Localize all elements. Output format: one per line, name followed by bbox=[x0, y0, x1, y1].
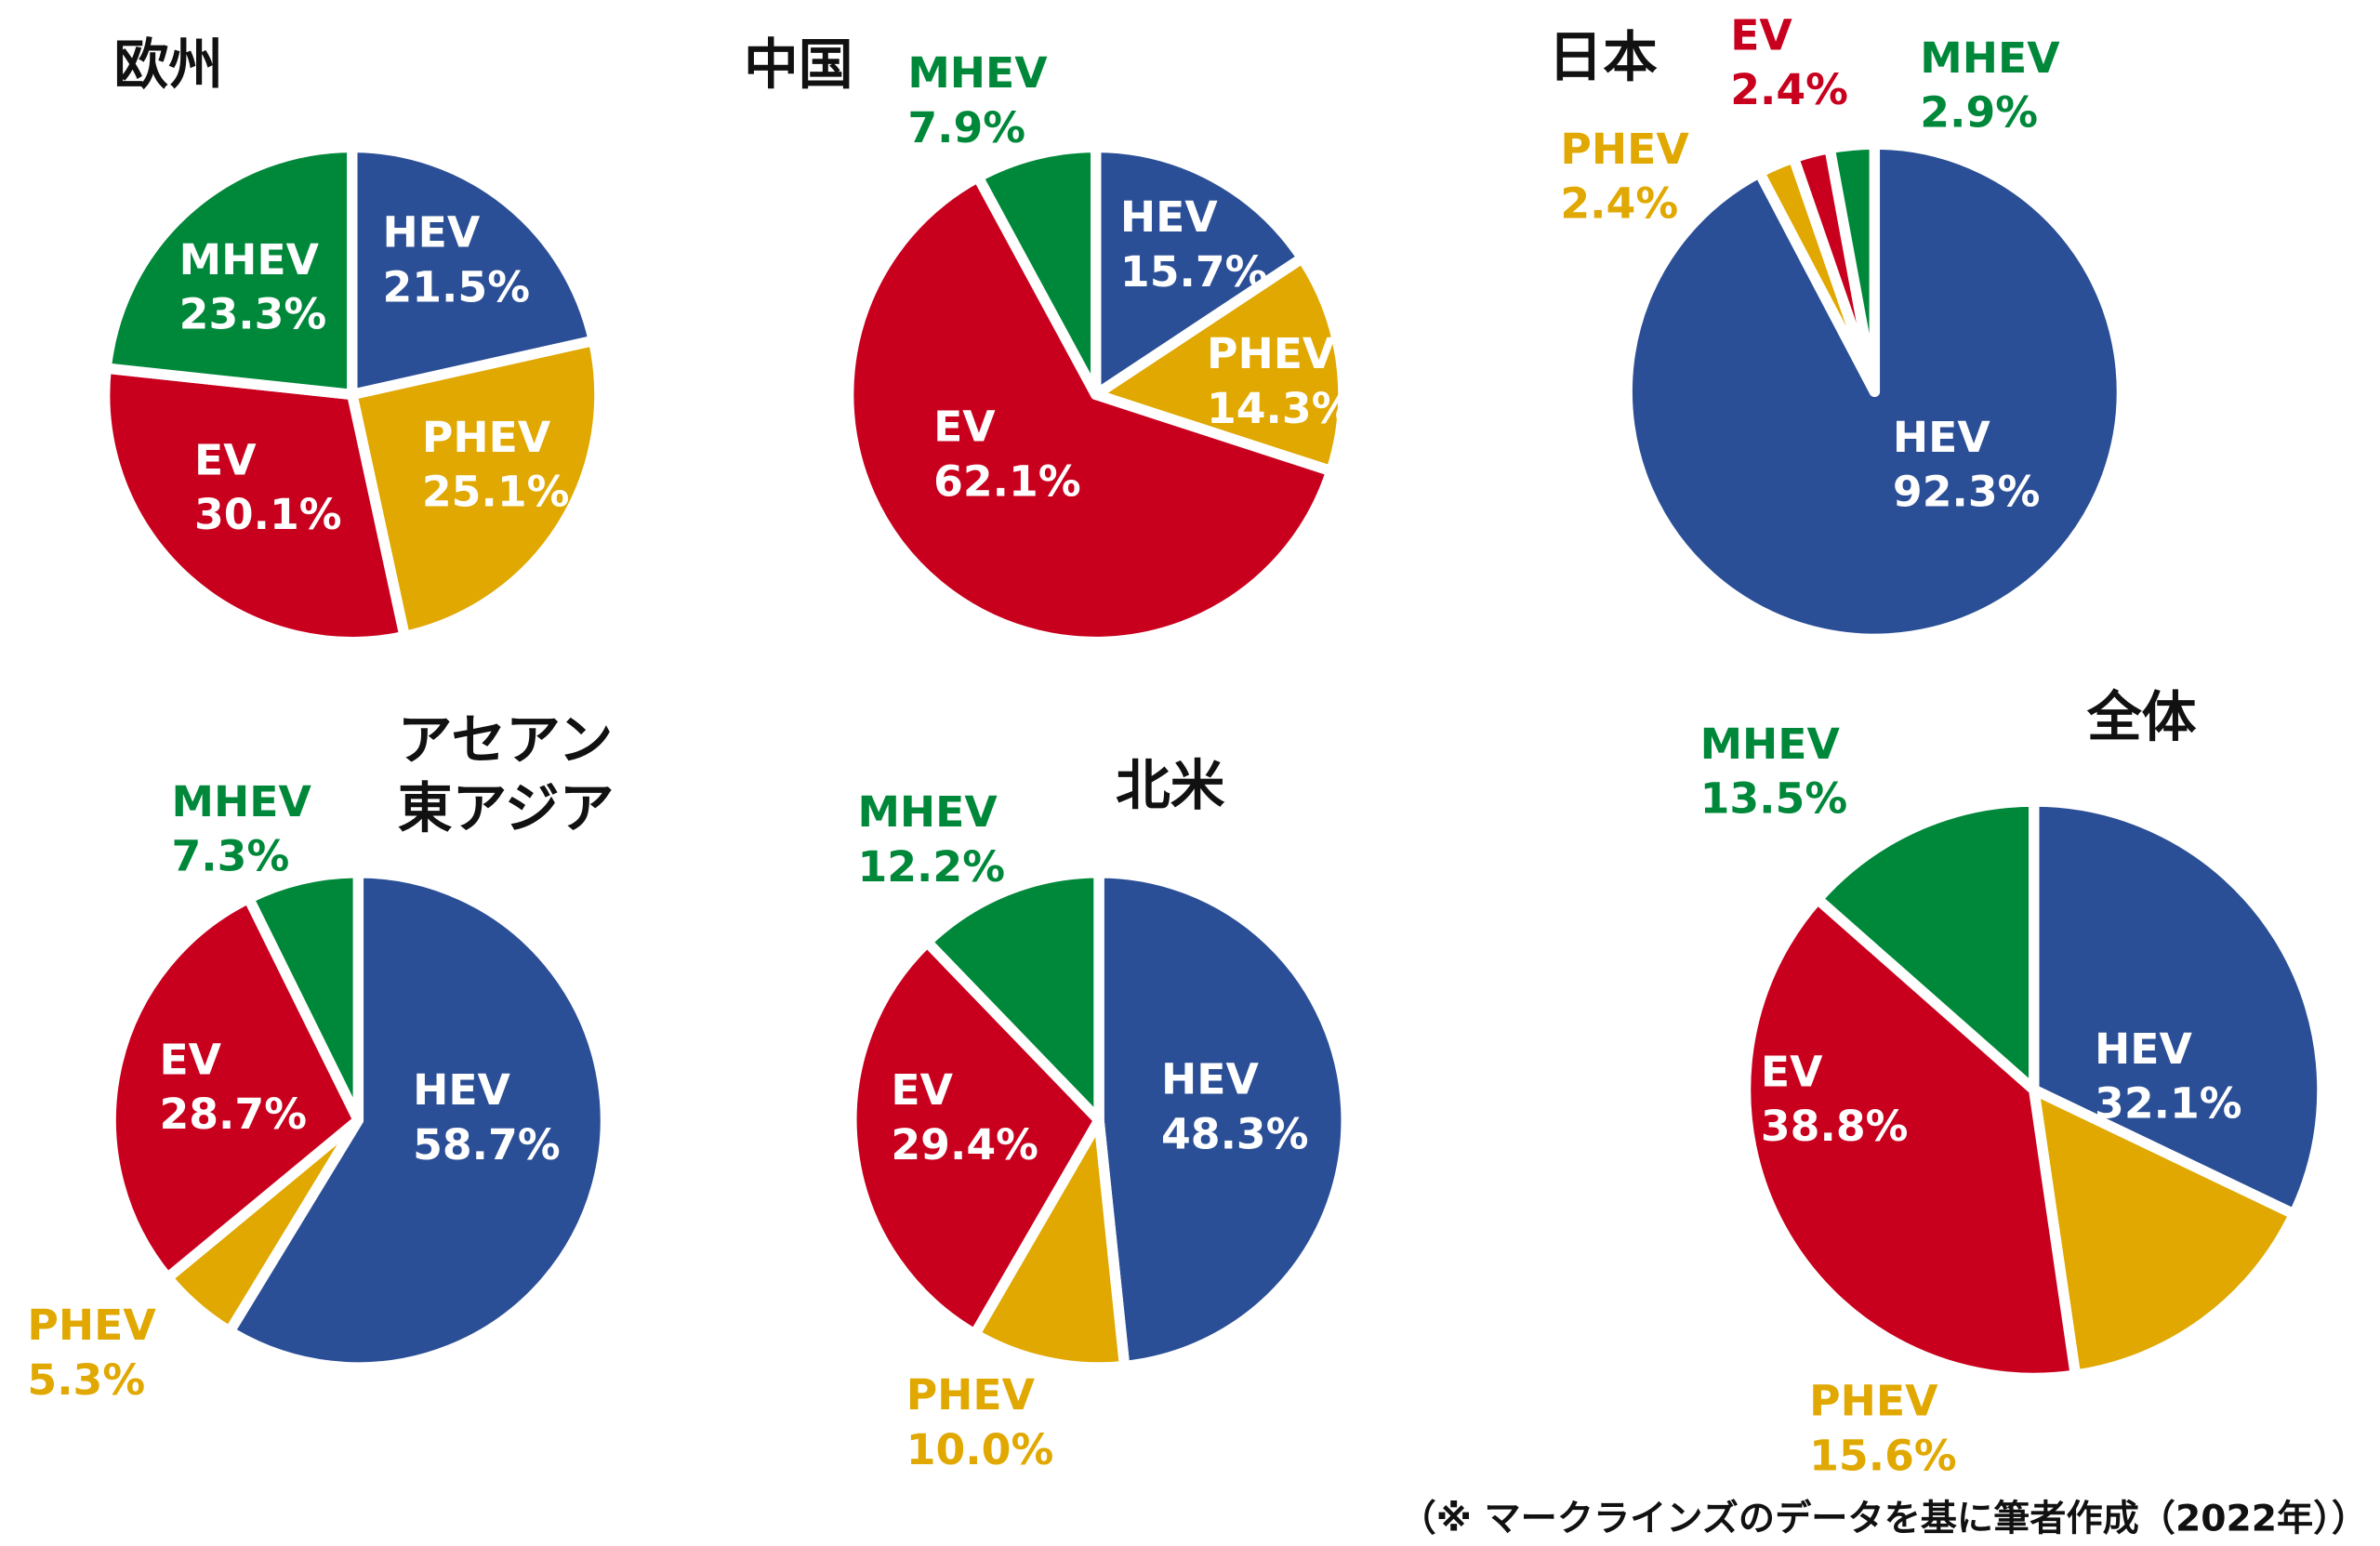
slice-category-label: PHEV bbox=[1809, 1377, 1938, 1426]
pie-slice bbox=[921, 867, 1104, 1126]
slice-category-label: EV bbox=[933, 403, 996, 452]
slice-value-label: 7.3% bbox=[172, 832, 290, 881]
pie-slice bbox=[99, 363, 410, 648]
slice-category-label: MHEV bbox=[907, 48, 1048, 98]
chart-title: 全体 bbox=[2086, 685, 2197, 749]
slice-category-label: HEV bbox=[382, 208, 480, 258]
slice-value-label: 58.7% bbox=[413, 1120, 561, 1169]
slice-category-label: PHEV bbox=[906, 1370, 1036, 1420]
slice-category-label: MHEV bbox=[172, 777, 312, 826]
pie-slice bbox=[243, 867, 364, 1126]
slice-category-label: EV bbox=[1761, 1047, 1823, 1096]
slice-value-label: 2.4% bbox=[1560, 179, 1678, 229]
slice-value-label: 2.9% bbox=[1920, 88, 2038, 138]
slice-category-label: PHEV bbox=[27, 1301, 156, 1350]
slice-category-label: EV bbox=[891, 1065, 953, 1115]
pie-slice bbox=[1824, 139, 1881, 397]
slice-category-label: HEV bbox=[1893, 413, 1990, 462]
slice-category-label: PHEV bbox=[1207, 329, 1336, 378]
pie-slice bbox=[105, 892, 364, 1284]
slice-value-label: 23.3% bbox=[179, 290, 327, 339]
pie-slice bbox=[842, 171, 1337, 648]
slice-category-label: MHEV bbox=[1920, 33, 2060, 83]
slice-value-label: 62.1% bbox=[933, 456, 1081, 506]
pie-slice bbox=[846, 936, 1104, 1340]
pie-slice bbox=[1739, 893, 2082, 1384]
pie-slice bbox=[1812, 796, 2040, 1095]
slice-value-label: 15.6% bbox=[1809, 1431, 1957, 1480]
slice-value-label: 21.5% bbox=[382, 262, 530, 311]
slice-value-label: 12.2% bbox=[857, 842, 1005, 892]
slice-category-label: HEV bbox=[2095, 1024, 2192, 1074]
pie-slice bbox=[1091, 141, 1308, 401]
slice-value-label: 28.7% bbox=[159, 1090, 307, 1139]
slice-value-label: 30.1% bbox=[194, 490, 342, 539]
pie-slice bbox=[224, 867, 612, 1373]
slice-category-label: PHEV bbox=[1560, 125, 1689, 174]
slice-value-label: 48.3% bbox=[1161, 1109, 1309, 1158]
pie-slice bbox=[347, 335, 605, 642]
slice-category-label: HEV bbox=[413, 1065, 510, 1115]
slice-value-label: 25.1% bbox=[422, 468, 570, 517]
slice-value-label: 29.4% bbox=[891, 1120, 1038, 1169]
pie-slice bbox=[1091, 252, 1349, 477]
pie-slice bbox=[347, 141, 600, 401]
pie-slice bbox=[972, 141, 1102, 401]
slice-category-label: HEV bbox=[1120, 192, 1218, 242]
slice-category-label: MHEV bbox=[1700, 720, 1841, 769]
slice-category-label: MHEV bbox=[179, 235, 320, 284]
slice-category-label: HEV bbox=[1161, 1055, 1259, 1104]
slice-value-label: 15.7% bbox=[1120, 247, 1268, 297]
slice-category-label: EV bbox=[159, 1035, 221, 1084]
slice-value-label: 5.3% bbox=[27, 1355, 145, 1405]
slice-category-label: PHEV bbox=[422, 413, 551, 462]
slice-value-label: 14.3% bbox=[1207, 384, 1355, 433]
chart-title: 欧州 bbox=[113, 33, 223, 97]
chart-title: 中国 bbox=[744, 33, 853, 97]
footnote: （※ マークラインズのデータを基に筆者作成（2022年）） bbox=[1400, 1498, 2368, 1539]
pie-slice bbox=[2029, 1084, 2300, 1381]
pie-slice bbox=[1093, 867, 1352, 1372]
pie-slice bbox=[2029, 796, 2328, 1220]
slice-value-label: 38.8% bbox=[1761, 1102, 1909, 1151]
slice-value-label: 10.0% bbox=[906, 1425, 1054, 1474]
slice-category-label: EV bbox=[1730, 10, 1792, 59]
pie-slice bbox=[100, 141, 358, 401]
chart-title: アセアン bbox=[398, 707, 614, 772]
pie-slice bbox=[969, 1115, 1130, 1373]
slice-value-label: 7.9% bbox=[907, 103, 1025, 152]
slice-value-label: 13.5% bbox=[1700, 774, 1848, 824]
slice-category-label: EV bbox=[194, 435, 257, 484]
chart-title: 東アジア bbox=[398, 776, 615, 840]
slice-category-label: MHEV bbox=[857, 787, 998, 837]
chart-title: 北米 bbox=[1116, 753, 1225, 817]
slice-value-label: 32.1% bbox=[2095, 1079, 2242, 1129]
slice-value-label: 92.3% bbox=[1893, 468, 2041, 517]
chart-title: 日本 bbox=[1548, 24, 1658, 88]
slice-value-label: 2.4% bbox=[1730, 65, 1848, 114]
